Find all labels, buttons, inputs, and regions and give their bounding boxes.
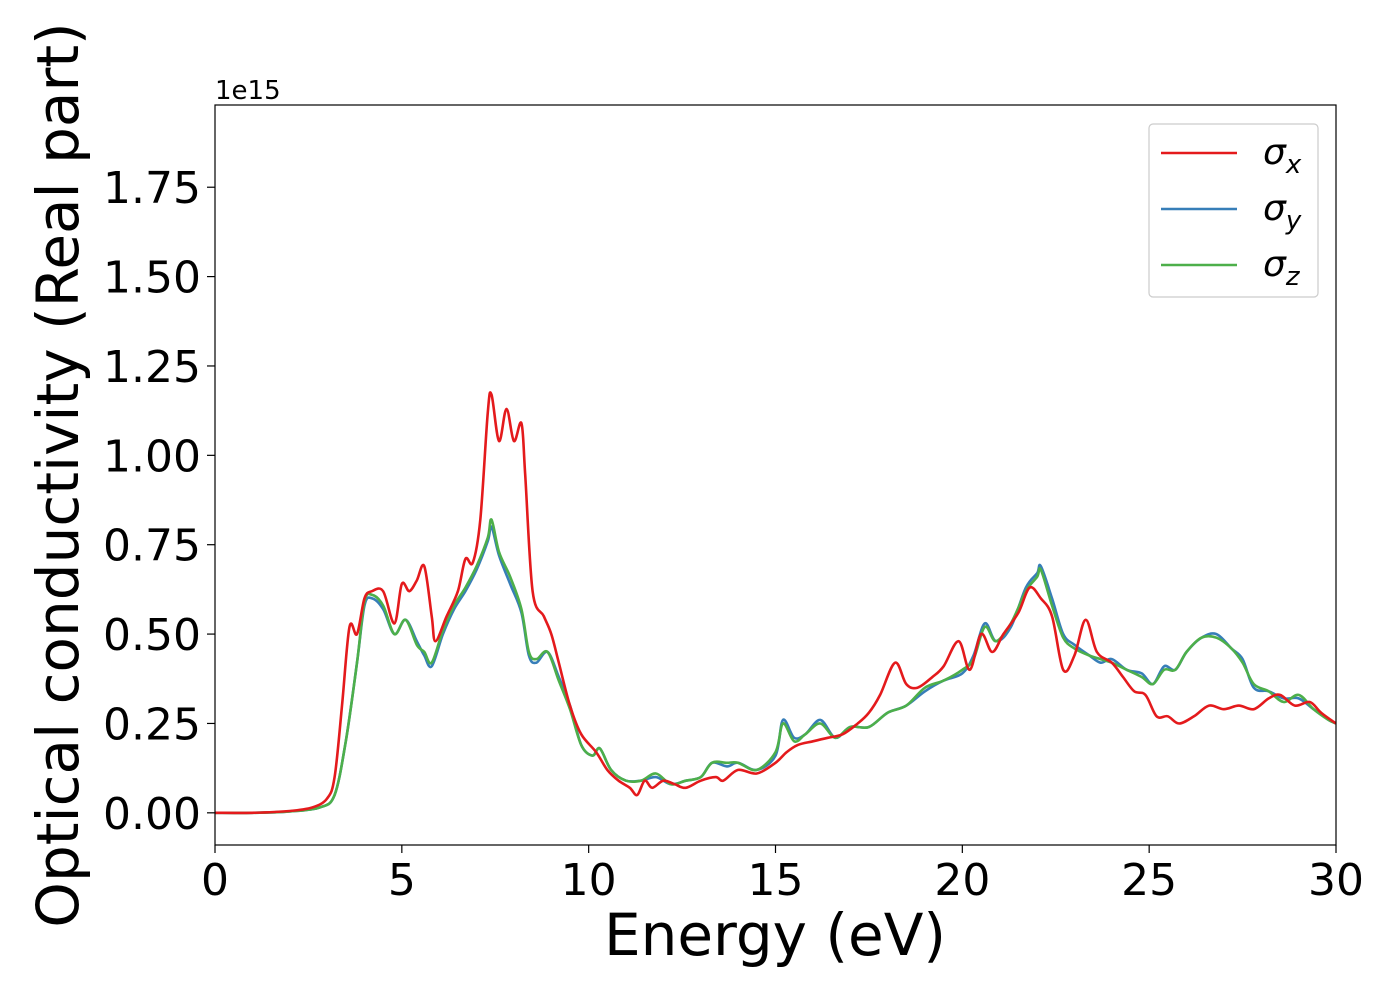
y-tick-label: 1.75 xyxy=(103,163,201,214)
series-layer xyxy=(215,391,1336,815)
legend-label-x: σx xyxy=(1263,132,1302,180)
y-tick-label: 1.25 xyxy=(103,342,201,393)
y-tick-label: 1.00 xyxy=(103,431,201,482)
legend-label-y: σy xyxy=(1263,188,1302,236)
x-tick-label: 0 xyxy=(201,855,229,906)
y-tick-label: 0.25 xyxy=(103,699,201,750)
series-line-z xyxy=(215,518,1336,815)
x-tick-label: 5 xyxy=(388,855,416,906)
y-multiplier-label: 1e15 xyxy=(215,76,281,106)
y-tick-label: 0.00 xyxy=(103,789,201,840)
legend-box xyxy=(1148,123,1319,298)
y-tick-label: 0.50 xyxy=(103,610,201,661)
legend-label-z: σz xyxy=(1263,244,1301,292)
y-tick-label: 0.75 xyxy=(103,521,201,572)
y-axis-label: Optical conductivity (Real part) xyxy=(24,22,92,927)
y-axis: 0.00 0.25 0.50 0.75 1.00 1.25 1.50 1.75 xyxy=(103,163,215,840)
x-axis: 0 5 10 15 20 25 30 xyxy=(201,845,1364,906)
x-tick-label: 20 xyxy=(934,855,990,906)
x-tick-label: 15 xyxy=(748,855,804,906)
y-tick-label: 1.50 xyxy=(103,253,201,304)
x-tick-label: 25 xyxy=(1121,855,1177,906)
series-line-x xyxy=(215,391,1336,815)
x-axis-label: Energy (eV) xyxy=(604,901,946,969)
x-tick-label: 10 xyxy=(561,855,617,906)
legend: σx σy σz xyxy=(1148,123,1319,298)
x-tick-label: 30 xyxy=(1308,855,1364,906)
